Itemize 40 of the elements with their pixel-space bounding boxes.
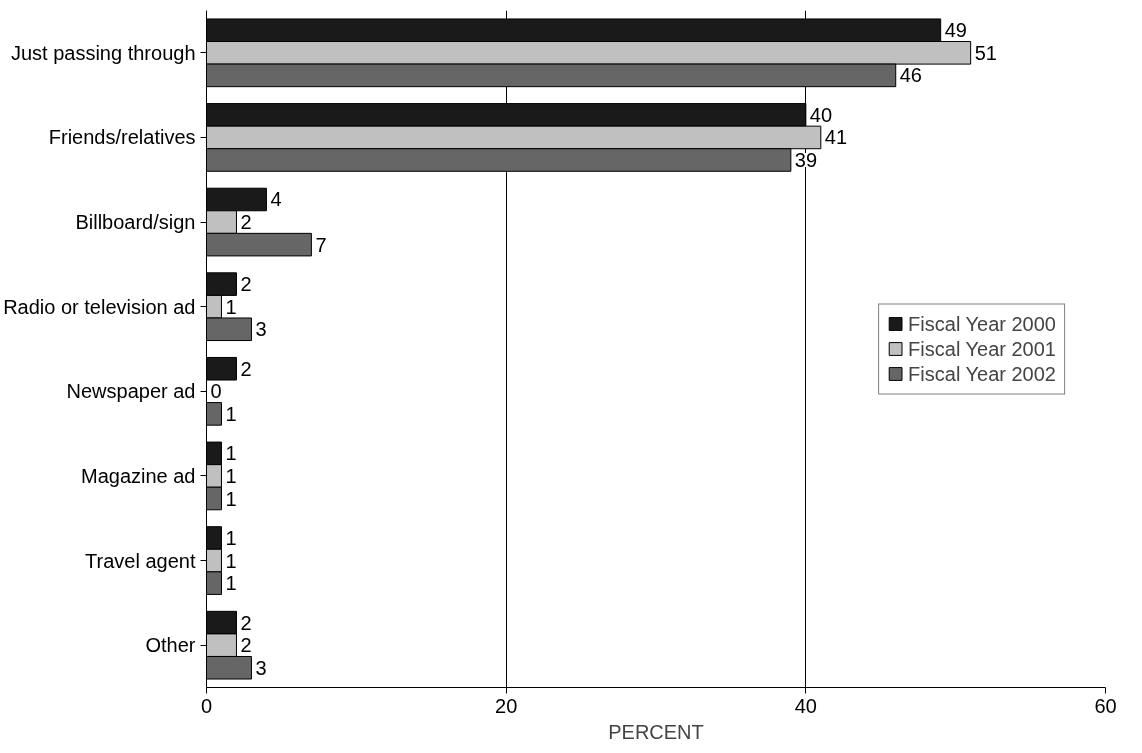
legend-label: Fiscal Year 2001 xyxy=(908,337,1056,360)
data-label: 2 xyxy=(240,611,252,634)
data-label: 2 xyxy=(240,211,252,234)
y-tick-label: Radio or television ad xyxy=(3,295,196,318)
legend-label: Fiscal Year 2002 xyxy=(908,362,1056,385)
data-label: 1 xyxy=(225,527,237,549)
data-label: 1 xyxy=(225,402,237,425)
data-label: 1 xyxy=(225,464,237,487)
x-tick-label: 40 xyxy=(794,694,817,717)
data-label: 3 xyxy=(255,318,267,341)
data-label: 1 xyxy=(225,572,237,595)
data-label: 2 xyxy=(240,357,252,380)
y-tick-label: Friends/relatives xyxy=(48,126,196,149)
data-label: 51 xyxy=(974,41,997,64)
data-label: 1 xyxy=(225,442,237,465)
data-label: 40 xyxy=(809,103,833,126)
data-label: 0 xyxy=(210,380,222,403)
data-label: 49 xyxy=(944,19,967,42)
y-tick-label: Newspaper ad xyxy=(66,380,196,403)
x-tick-label: 60 xyxy=(1094,694,1117,717)
data-label: 3 xyxy=(255,656,267,679)
legend-label: Fiscal Year 2000 xyxy=(908,312,1056,335)
y-tick-label: Billboard/sign xyxy=(75,211,196,234)
x-tick-label: 20 xyxy=(495,694,518,717)
data-label: 1 xyxy=(225,549,237,572)
data-label: 2 xyxy=(240,634,252,657)
data-label: 46 xyxy=(899,64,922,87)
data-label: 41 xyxy=(824,126,848,149)
x-axis-title: PERCENT xyxy=(608,720,704,743)
data-label: 1 xyxy=(225,295,237,318)
data-label: 39 xyxy=(794,149,818,171)
y-tick-label: Just passing through xyxy=(10,41,196,64)
data-label: 7 xyxy=(315,233,327,256)
x-tick-label: 0 xyxy=(200,694,213,717)
data-label: 2 xyxy=(240,273,252,296)
data-label: 4 xyxy=(270,188,282,211)
y-tick-label: Other xyxy=(145,634,196,657)
y-tick-label: Travel agent xyxy=(85,549,196,572)
data-label: 1 xyxy=(225,487,237,510)
y-tick-label: Magazine ad xyxy=(80,464,196,487)
